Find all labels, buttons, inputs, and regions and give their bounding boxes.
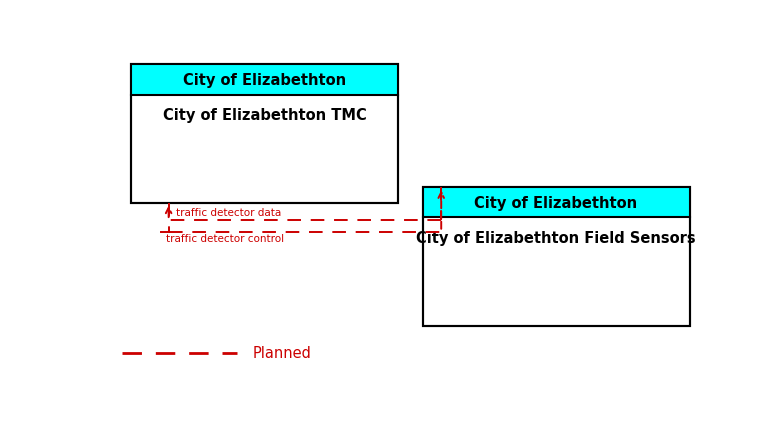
Text: City of Elizabethton Field Sensors: City of Elizabethton Field Sensors [417,230,696,245]
Text: City of Elizabethton: City of Elizabethton [474,195,637,210]
Text: City of Elizabethton TMC: City of Elizabethton TMC [163,108,366,123]
Bar [132,65,399,95]
Text: traffic detector data: traffic detector data [176,208,281,218]
Bar [423,187,690,218]
Text: Planned: Planned [253,345,312,360]
Text: City of Elizabethton: City of Elizabethton [183,73,346,88]
Text: traffic detector control: traffic detector control [165,233,283,244]
Bar [423,187,690,326]
Bar [132,65,399,204]
Bar [132,65,399,204]
Bar [423,187,690,326]
